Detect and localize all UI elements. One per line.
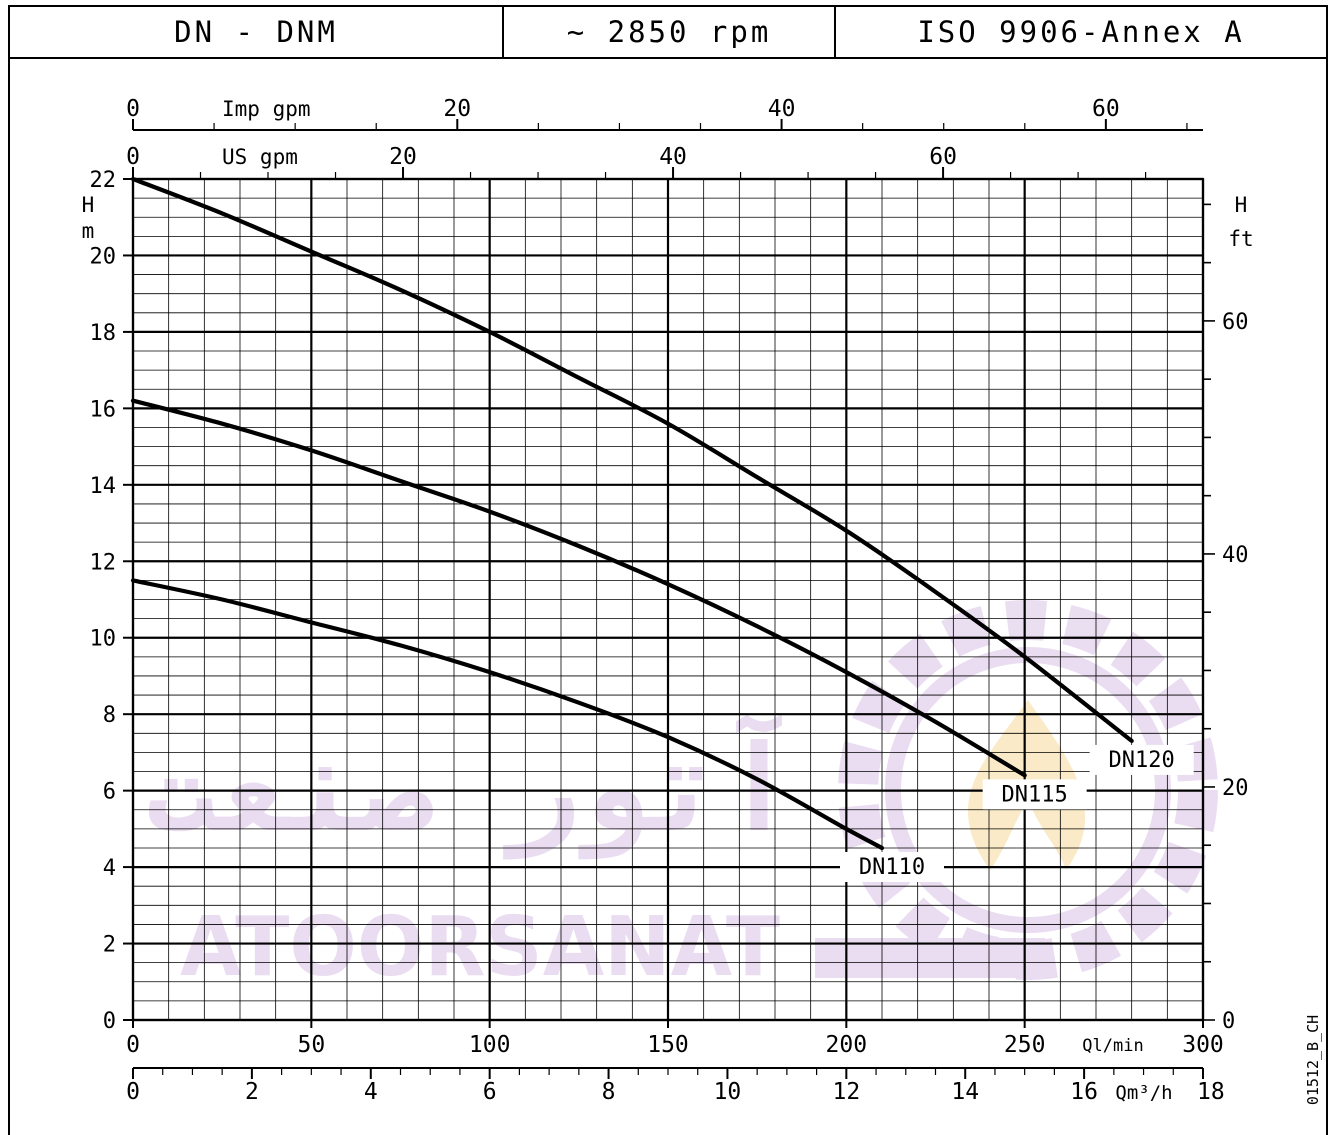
imp-gpm-label: Imp gpm bbox=[222, 97, 311, 121]
qm3h-tick-label: 12 bbox=[832, 1079, 860, 1105]
header-row: DN - DNM ~ 2850 rpm ISO 9906-Annex A bbox=[8, 5, 1328, 59]
us-gpm-tick-label: 0 bbox=[126, 144, 140, 170]
series-curve-dn115 bbox=[130, 398, 1027, 778]
y-tick-label: 10 bbox=[90, 627, 117, 652]
us-gpm-label: US gpm bbox=[222, 145, 298, 169]
y-tick-label: 16 bbox=[90, 397, 117, 422]
y-tick-label: 8 bbox=[103, 703, 116, 728]
h-m-unit: m bbox=[82, 219, 95, 243]
header-standard: ISO 9906-Annex A bbox=[917, 15, 1245, 49]
y-tick-label: 22 bbox=[90, 168, 117, 193]
ft-tick-label: 0 bbox=[1222, 1009, 1235, 1034]
h-m-label: H bbox=[82, 193, 95, 217]
figure-code: 01512_B_CH bbox=[1304, 1015, 1322, 1105]
qm3h-tick-label: 18 bbox=[1197, 1079, 1225, 1105]
imp-gpm-tick-label: 20 bbox=[443, 96, 471, 122]
x-tick-label: 150 bbox=[647, 1032, 689, 1058]
y-tick-label: 4 bbox=[103, 856, 116, 881]
y-tick-label: 0 bbox=[103, 1009, 116, 1034]
ft-tick-label: 40 bbox=[1222, 543, 1249, 568]
header-model: DN - DNM bbox=[10, 7, 504, 57]
h-ft-unit: ft bbox=[1228, 227, 1253, 251]
series-label-bg bbox=[982, 779, 1087, 810]
qm3h-label: Qm³/h bbox=[1115, 1082, 1172, 1104]
qm3h-tick-label: 6 bbox=[483, 1079, 497, 1105]
series-curve-dn120 bbox=[130, 176, 1134, 743]
series-label-dn110: DN110 bbox=[859, 855, 925, 880]
watermark-bar bbox=[815, 938, 1045, 978]
qm3h-tick-label: 10 bbox=[714, 1079, 742, 1105]
x-tick-label: 100 bbox=[469, 1032, 511, 1058]
x-tick-label: 50 bbox=[297, 1032, 325, 1058]
ql-min-label: Ql/min bbox=[1082, 1036, 1143, 1056]
series-label-dn120: DN120 bbox=[1109, 748, 1175, 773]
qm3h-tick-label: 4 bbox=[364, 1079, 378, 1105]
x-tick-label: 250 bbox=[1004, 1032, 1046, 1058]
qm3h-tick-label: 2 bbox=[245, 1079, 259, 1105]
series: DN110 DN115 DN120 bbox=[130, 176, 1194, 882]
axis-labels: Imp gpm US gpm H m H ft Ql/min Qm³/h 015… bbox=[82, 97, 1322, 1105]
imp-gpm-tick-label: 40 bbox=[768, 96, 796, 122]
imp-gpm-tick-label: 0 bbox=[126, 96, 140, 122]
us-gpm-tick-label: 60 bbox=[929, 144, 957, 170]
qm3h-tick-label: 16 bbox=[1070, 1079, 1098, 1105]
y-tick-label: 6 bbox=[103, 780, 116, 805]
series-label-bg bbox=[840, 851, 944, 882]
ft-tick-label: 20 bbox=[1222, 776, 1249, 801]
us-gpm-tick-label: 20 bbox=[389, 144, 417, 170]
x-tick-label: 200 bbox=[826, 1032, 868, 1058]
y-tick-label: 14 bbox=[90, 474, 117, 499]
series-label-bg bbox=[1089, 744, 1194, 775]
watermark: آتور صنعت ATOORSANAT bbox=[145, 600, 1218, 995]
y-tick-label: 12 bbox=[90, 550, 117, 575]
ft-tick-label: 60 bbox=[1222, 310, 1249, 335]
y-tick-label: 18 bbox=[90, 321, 117, 346]
y-tick-label: 20 bbox=[90, 244, 117, 269]
watermark-arabic: آتور صنعت bbox=[145, 713, 795, 860]
qm3h-tick-label: 8 bbox=[602, 1079, 616, 1105]
us-gpm-tick-label: 40 bbox=[659, 144, 687, 170]
series-curve-dn110 bbox=[130, 578, 885, 851]
x-tick-label: 300 bbox=[1182, 1032, 1224, 1058]
header-speed: ~ 2850 rpm bbox=[504, 7, 836, 57]
qm3h-tick-label: 0 bbox=[126, 1079, 140, 1105]
series-label-dn115: DN115 bbox=[1002, 782, 1068, 807]
watermark-latin: ATOORSANAT bbox=[180, 900, 780, 995]
y-tick-label: 2 bbox=[103, 933, 116, 958]
imp-gpm-tick-label: 60 bbox=[1092, 96, 1120, 122]
h-ft-label: H bbox=[1235, 193, 1248, 217]
grid bbox=[131, 177, 1205, 1022]
x-tick-label: 0 bbox=[126, 1032, 140, 1058]
qm3h-tick-label: 14 bbox=[951, 1079, 979, 1105]
